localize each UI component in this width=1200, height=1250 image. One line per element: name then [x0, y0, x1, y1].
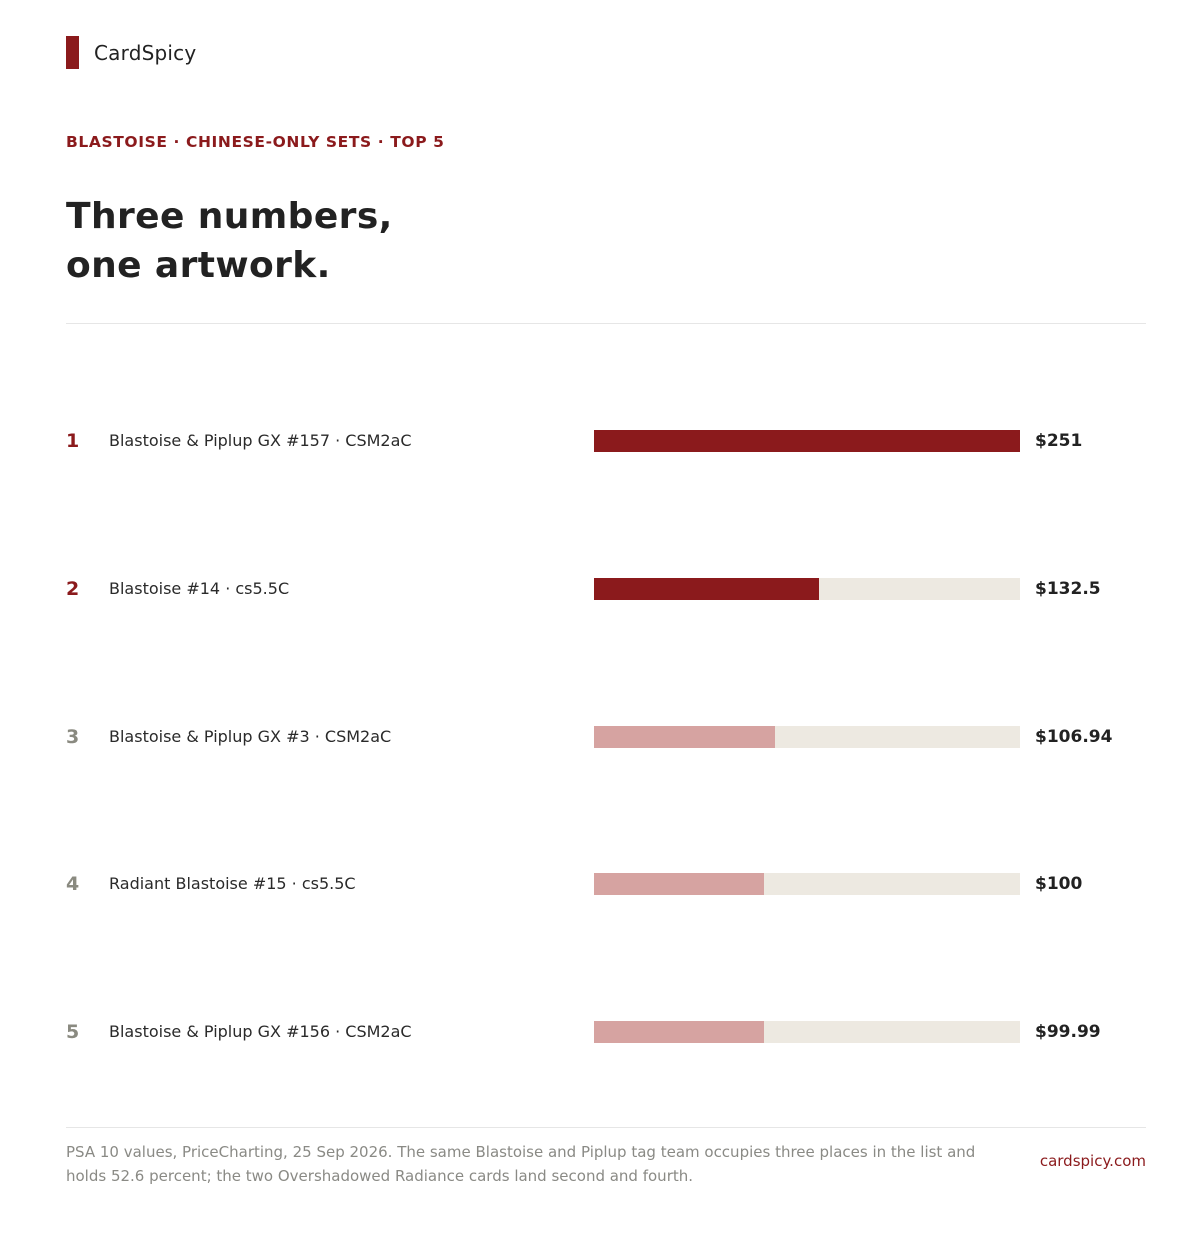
rank-number: 2	[66, 577, 80, 600]
bar-track	[594, 430, 1020, 452]
chart-headline: Three numbers, one artwork.	[66, 192, 393, 290]
bar-label: Blastoise & Piplup GX #157 · CSM2aC	[109, 431, 412, 450]
bar-row-3: 3 Blastoise & Piplup GX #3 · CSM2aC $106.9…	[0, 722, 1200, 752]
bar-track	[594, 1021, 1020, 1043]
bar-row-2: 2 Blastoise #14 · cs5.5C $132.5	[0, 574, 1200, 604]
bar	[594, 430, 1020, 452]
headline-line-2: one artwork.	[66, 245, 331, 286]
top-divider	[66, 323, 1146, 324]
value-label: $132.5	[1035, 578, 1101, 599]
bar-track	[594, 873, 1020, 896]
brand-mark	[66, 36, 79, 69]
chart-kicker: BLASTOISE · CHINESE-ONLY SETS · TOP 5	[66, 133, 445, 151]
bar	[594, 577, 819, 600]
bar-label: Blastoise & Piplup GX #156 · CSM2aC	[109, 1022, 412, 1041]
rank-number: 1	[66, 430, 80, 452]
bar	[594, 1021, 764, 1043]
bar-track	[594, 725, 1020, 748]
bar-label: Radiant Blastoise #15 · cs5.5C	[109, 874, 356, 894]
rank-number: 5	[66, 1021, 80, 1043]
brand: CardSpicy	[66, 36, 196, 69]
bar-row-1: 1 Blastoise & Piplup GX #157 · CSM2aC $251	[0, 426, 1200, 456]
bar-label: Blastoise & Piplup GX #3 · CSM2aC	[109, 726, 392, 746]
headline-line-1: Three numbers,	[66, 196, 393, 237]
bar	[594, 873, 764, 896]
bottom-divider	[66, 1127, 1146, 1128]
value-label: $106.94	[1035, 726, 1113, 747]
rank-number: 4	[66, 873, 80, 896]
site-link[interactable]: cardspicy.com	[1039, 1152, 1146, 1170]
value-label: $100	[1035, 874, 1083, 895]
bar-row-4: 4 Radiant Blastoise #15 · cs5.5C $100	[0, 869, 1200, 899]
value-label: $99.99	[1035, 1022, 1101, 1042]
bar-track	[594, 577, 1020, 600]
value-label: $251	[1035, 431, 1083, 451]
footnote: PSA 10 values, PriceCharting, 25 Sep 202…	[66, 1143, 976, 1185]
bar	[594, 725, 776, 748]
bar-row-5: 5 Blastoise & Piplup GX #156 · CSM2aC $99.…	[0, 1017, 1200, 1047]
bar-label: Blastoise #14 · cs5.5C	[109, 578, 290, 598]
brand-name: CardSpicy	[94, 40, 197, 65]
rank-number: 3	[66, 725, 80, 748]
